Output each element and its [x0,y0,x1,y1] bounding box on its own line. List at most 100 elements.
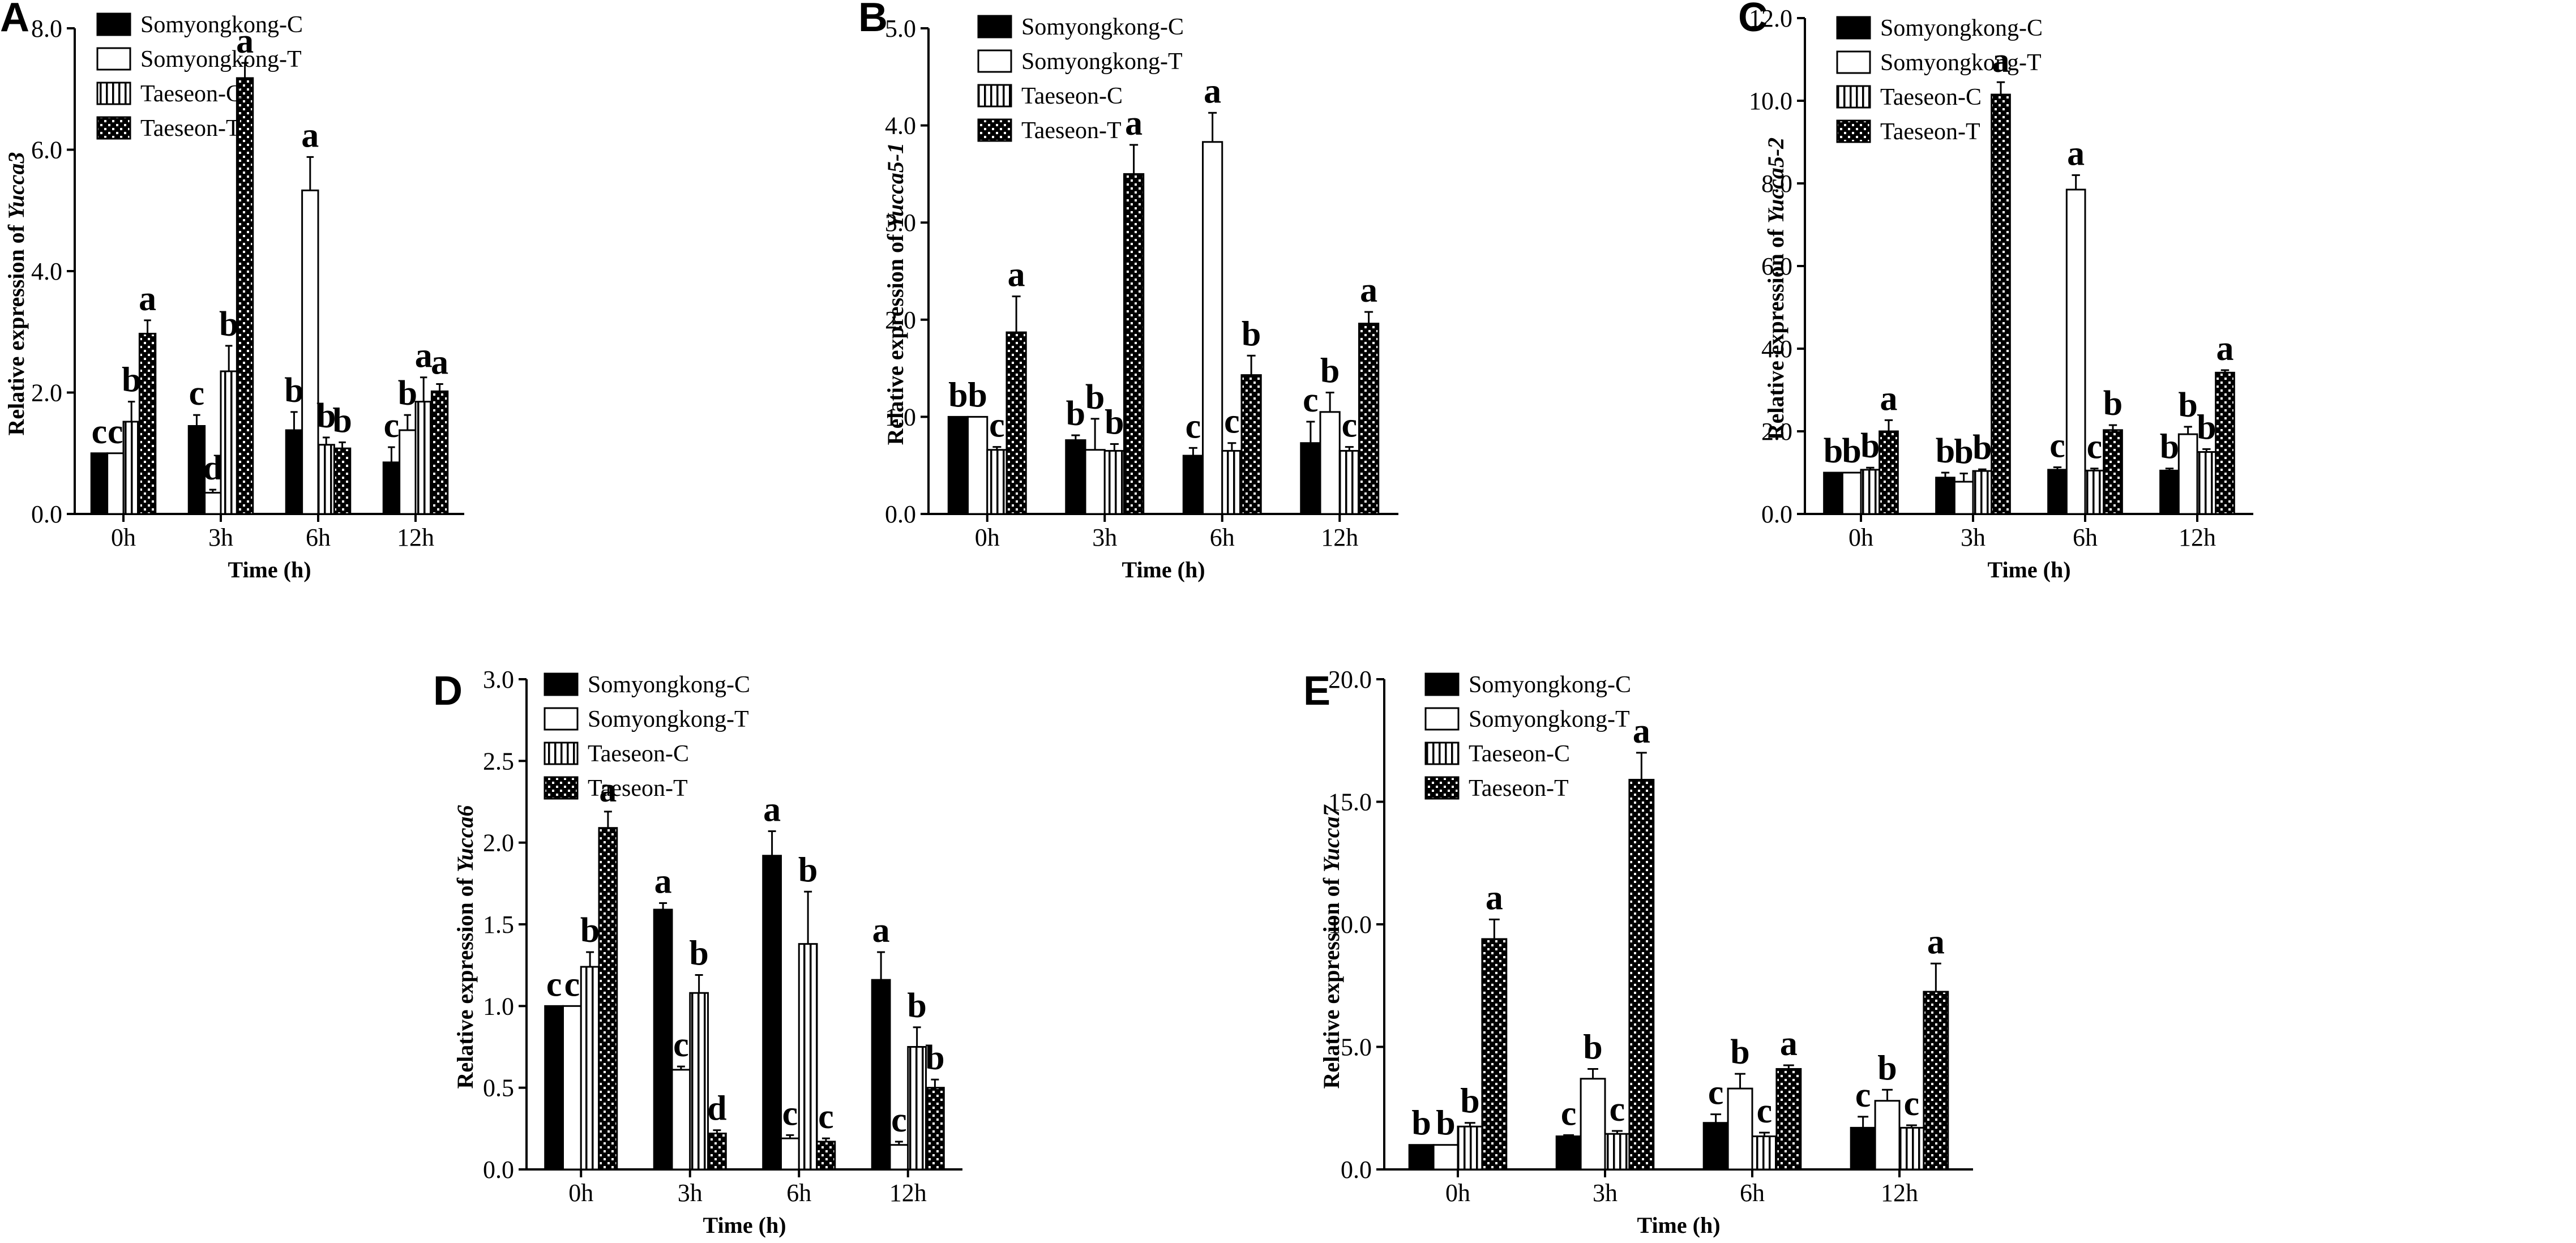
bar-somyongkong-t [1084,449,1106,515]
x-axis-title: Time (h) [703,1212,786,1238]
significance-letter: b [332,401,352,440]
significance-letter: b [1583,1028,1602,1066]
bar-taeseon-c [1898,1126,1925,1171]
significance-letter: d [203,449,222,487]
bar-taeseon-t [333,447,352,515]
bar-taeseon-t [707,1132,727,1171]
legend-entry: Taeseon-T [140,115,241,142]
bar-somyongkong-t [2065,188,2086,515]
bar-somyongkong-c [653,908,673,1171]
x-tick-label: 0h [975,524,1000,551]
legend-swatch [96,12,131,36]
significance-letter: b [580,911,600,950]
y-tick-label: 6.0 [31,136,62,164]
bar-somyongkong-c [1300,442,1321,515]
significance-letter: b [1730,1033,1749,1071]
significance-letter: b [1105,403,1124,442]
x-axis-title: Time (h) [1987,557,2070,582]
bar-somyongkong-c [1702,1122,1729,1171]
y-axis-title: Relative expression of Yucca5-2 [1763,138,1788,440]
y-tick-label: 0.0 [1761,500,1792,528]
panel-label: C [1738,0,1768,40]
y-tick-label: 6.0 [1761,252,1792,280]
significance-letter: b [284,371,303,410]
significance-letter: a [1633,712,1650,751]
significance-letter: a [1204,72,1221,110]
significance-letter: a [1360,271,1377,310]
bar-taeseon-c [2196,451,2217,515]
x-tick-label: 6h [1740,1179,1765,1207]
significance-letter: a [301,116,319,155]
legend-entry: Taeseon-C [1469,741,1570,767]
significance-letter: a [236,22,254,61]
significance-letter: b [1066,395,1085,433]
legend-entry: Somyongkong-T [1021,49,1183,75]
legend-entry: Somyongkong-T [1469,706,1630,732]
bar-somyongkong-t [889,1144,909,1171]
legend-swatch [544,672,579,696]
bar-taeseon-t [1991,93,2011,515]
significance-letter: b [2160,428,2179,466]
legend-swatch [1424,672,1460,696]
bar-taeseon-t [1005,331,1027,515]
significance-letter: b [1860,427,1880,465]
bar-somyongkong-t [1874,1100,1901,1171]
y-tick-label: 10.0 [1328,911,1372,938]
y-tick-label: 5.0 [1341,1034,1372,1061]
legend-entry: Taeseon-T [588,775,688,801]
y-tick-label: 2.0 [885,306,916,334]
significance-letter: c [1224,402,1240,441]
bar-somyongkong-c [1408,1144,1435,1171]
bar-taeseon-c [798,943,818,1171]
bar-somyongkong-c [1850,1126,1876,1171]
x-axis-title: Time (h) [228,557,311,582]
y-tick-label: 4.0 [885,112,916,140]
legend-swatch [96,47,131,71]
significance-letter: a [1780,1025,1798,1063]
significance-letter: c [1342,406,1358,445]
x-axis-title: Time (h) [1637,1212,1720,1238]
y-tick-label: 0.0 [1341,1156,1372,1184]
significance-letter: c [384,406,400,445]
significance-letter: a [2216,329,2234,368]
y-tick-label: 0.0 [31,500,62,528]
x-tick-label: 3h [678,1179,703,1207]
y-tick-label: 0.5 [483,1074,514,1102]
legend-swatch [1424,776,1460,800]
significance-letter: a [872,911,890,950]
bar-taeseon-c [1860,469,1881,515]
y-tick-label: 1.0 [885,403,916,431]
y-tick-label: 2.0 [31,379,62,407]
y-tick-label: 1.5 [483,911,514,938]
y-tick-label: 1.0 [483,992,514,1020]
legend-swatch [1836,16,1871,40]
y-axis-title: Relative expression of Yucca5-1 [883,143,908,445]
bar-taeseon-c [689,992,709,1171]
significance-letter: c [1186,407,1201,445]
x-tick-label: 6h [1210,524,1235,551]
bar-somyongkong-t [780,1137,800,1171]
significance-letter: b [398,374,417,413]
significance-letter: a [654,862,672,901]
panel-label: A [0,0,29,40]
bar-somyongkong-t [2177,433,2198,515]
significance-letter: b [798,851,818,889]
legend-swatch [1836,85,1871,109]
legend-swatch [96,82,131,105]
legend-swatch [544,741,579,765]
bar-somyongkong-t [1953,481,1974,515]
bar-taeseon-c [580,966,600,1171]
y-axis-title: Relative expression of Yucca3 [3,152,29,435]
significance-letter: c [108,413,123,451]
bar-taeseon-c [907,1046,927,1171]
significance-letter: d [707,1090,726,1128]
significance-letter: c [1561,1094,1577,1133]
x-tick-label: 6h [786,1179,811,1207]
bar-somyongkong-t [1727,1087,1753,1171]
legend-swatch [1424,707,1460,731]
legend-swatch [977,118,1012,142]
legend-entry: Somyongkong-C [588,672,750,698]
y-tick-label: 0.0 [483,1156,514,1184]
x-tick-label: 3h [1092,524,1117,551]
bar-somyongkong-t [671,1069,691,1171]
